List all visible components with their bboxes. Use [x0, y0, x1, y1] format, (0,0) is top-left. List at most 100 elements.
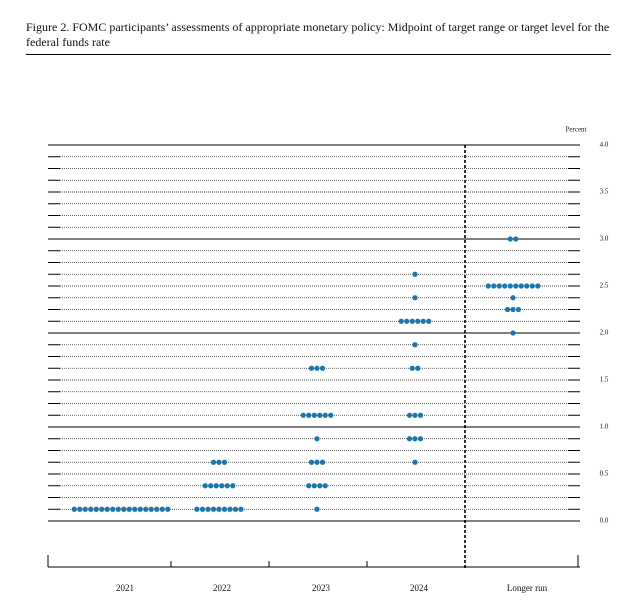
dot — [507, 236, 513, 242]
dot — [311, 483, 317, 489]
dot — [306, 483, 312, 489]
dot — [230, 483, 236, 489]
dot — [314, 365, 320, 371]
dot — [77, 506, 83, 512]
dot — [415, 318, 421, 324]
dot — [317, 483, 323, 489]
dot — [132, 506, 138, 512]
dot — [216, 459, 222, 465]
dot — [165, 506, 171, 512]
dot — [328, 412, 334, 418]
dot — [221, 459, 228, 465]
y-axis-label: Percent — [566, 126, 587, 134]
dot — [93, 506, 99, 512]
dot — [412, 459, 418, 465]
dot — [412, 436, 418, 442]
dot — [238, 506, 244, 512]
dot — [513, 283, 519, 289]
dot — [314, 436, 320, 442]
x-tick-label: 2024 — [410, 583, 429, 593]
y-tick-label: 3.5 — [600, 188, 609, 196]
dot — [417, 436, 424, 442]
dot — [398, 318, 404, 324]
x-tick-label: 2022 — [213, 583, 231, 593]
dot — [502, 283, 508, 289]
dot — [513, 236, 519, 242]
dot — [510, 306, 516, 313]
x-tick-label: Longer run — [507, 583, 548, 593]
dot — [210, 459, 217, 465]
dot — [404, 318, 410, 324]
y-tick-label: 2.5 — [600, 282, 609, 290]
dot — [306, 412, 312, 418]
x-tick-label: 2023 — [312, 583, 331, 593]
dot — [121, 506, 127, 512]
y-tick-label: 1.5 — [600, 376, 609, 384]
dot — [515, 306, 522, 313]
dot — [485, 283, 491, 289]
dot — [159, 506, 165, 512]
y-tick-label: 4.0 — [600, 141, 609, 149]
dot — [115, 506, 121, 512]
dot — [126, 506, 132, 512]
dot — [224, 483, 230, 489]
y-tick-label: 1.0 — [600, 423, 609, 431]
dot — [232, 506, 239, 512]
y-tick-label: 2.0 — [600, 329, 609, 337]
dot — [317, 412, 323, 418]
dot — [154, 506, 160, 512]
chart-title: Figure 2. FOMC participants’ assessments… — [26, 20, 611, 55]
dot — [409, 365, 415, 371]
dot — [510, 330, 516, 336]
dot — [319, 365, 326, 371]
dot — [205, 506, 211, 512]
dot — [510, 295, 516, 301]
dot — [314, 506, 320, 512]
dot — [194, 506, 200, 512]
dot — [412, 271, 418, 277]
y-tick-label: 3.0 — [600, 235, 609, 243]
dot — [412, 342, 418, 348]
dot — [99, 506, 105, 512]
dot — [308, 365, 315, 371]
dot — [210, 506, 217, 512]
dot — [202, 483, 208, 489]
dot — [213, 483, 219, 489]
dot — [406, 436, 413, 442]
dot — [311, 412, 317, 418]
dot — [216, 506, 222, 512]
dot — [412, 412, 418, 418]
dot — [507, 283, 513, 289]
dot — [219, 483, 225, 489]
dot — [529, 283, 535, 289]
dot — [104, 506, 110, 512]
dot — [412, 295, 418, 301]
dot — [415, 365, 421, 371]
dot — [308, 459, 315, 465]
dot — [227, 506, 233, 512]
dot — [426, 318, 432, 324]
dot — [88, 506, 94, 512]
dot — [406, 412, 413, 418]
dot — [322, 483, 328, 489]
dot — [221, 506, 228, 512]
dot — [496, 283, 502, 289]
dot — [319, 459, 326, 465]
dot — [208, 483, 214, 489]
dot — [199, 506, 206, 512]
dot — [504, 306, 511, 313]
dot — [535, 283, 541, 289]
dot — [322, 412, 328, 418]
y-tick-label: 0.0 — [600, 517, 609, 525]
dot — [409, 318, 415, 324]
dot — [314, 459, 320, 465]
dot — [148, 506, 154, 512]
dot — [491, 283, 497, 289]
x-tick-label: 2021 — [116, 583, 134, 593]
dot — [137, 506, 143, 512]
y-tick-label: 0.5 — [600, 470, 609, 478]
dot — [143, 506, 149, 512]
dot — [82, 506, 88, 512]
